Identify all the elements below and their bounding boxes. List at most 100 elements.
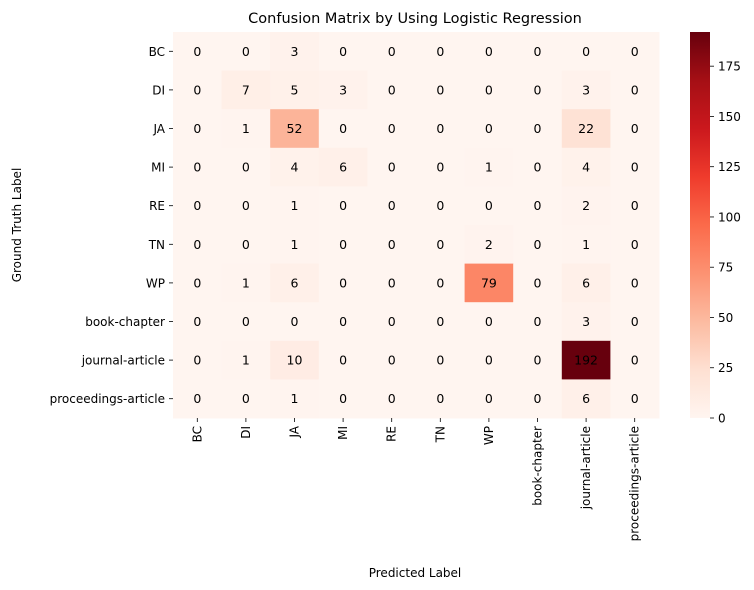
cell-value-label: 4 [291, 160, 299, 175]
heatmap-cell [270, 225, 320, 265]
heatmap-cell [367, 70, 417, 110]
heatmap-cell [561, 340, 611, 380]
colorbar-tick-label: 100 [718, 210, 741, 224]
heatmap-cell [513, 225, 563, 265]
cell-value-label: 0 [388, 353, 396, 368]
heatmap-cell [367, 109, 417, 149]
cell-value-label: 0 [534, 44, 542, 59]
colorbar-tick-label: 75 [718, 261, 733, 275]
heatmap-cell [464, 379, 514, 419]
cell-value-label: 0 [485, 198, 493, 213]
cell-value-label: 1 [291, 391, 299, 406]
cell-value-label: 22 [578, 121, 594, 136]
cell-value-label: 1 [242, 275, 250, 290]
heatmap-cell [318, 340, 368, 380]
heatmap-cell [416, 186, 466, 226]
colorbar: 0 25 50 75 100 125 150 175 [690, 32, 741, 426]
heatmap-cell [367, 340, 417, 380]
cell-value-label: 0 [436, 391, 444, 406]
heatmap-cell [610, 302, 660, 342]
heatmap-cell [513, 340, 563, 380]
heatmap-cell [221, 340, 271, 380]
cell-value-label: 0 [193, 82, 201, 97]
y-tick-labels: BC DI JA MI RE TN WP book-chapter journal-articl… [50, 45, 173, 406]
cell-value-label: 0 [388, 160, 396, 175]
heatmap-cells: 0 0 3 0 0 0 0 0 0 00 7 5 3 0 0 0 0 3 00 1 52 0 0 0 0 0 22 00 0 4 6 0 0 1 0… [173, 32, 660, 419]
y-tick-label: book-chapter [85, 315, 165, 329]
cell-value-label: 0 [485, 391, 493, 406]
heatmap-cell [513, 32, 563, 72]
heatmap-cell [270, 70, 320, 110]
cell-value-label: 0 [631, 314, 639, 329]
cell-value-label: 0 [339, 237, 347, 252]
cell-value-label: 0 [339, 353, 347, 368]
heatmap-cell [464, 302, 514, 342]
heatmap-cell [173, 263, 223, 303]
cell-value-label: 6 [582, 391, 590, 406]
heatmap-cell [513, 186, 563, 226]
heatmap-cell [610, 109, 660, 149]
heatmap-cell [221, 379, 271, 419]
heatmap-cell [318, 186, 368, 226]
colorbar-gradient [690, 32, 710, 418]
cell-value-label: 6 [339, 160, 347, 175]
heatmap-cell [173, 147, 223, 187]
heatmap-cell [367, 225, 417, 265]
cell-value-label: 0 [485, 44, 493, 59]
heatmap-cell [173, 70, 223, 110]
cell-value-label: 0 [631, 198, 639, 213]
cell-value-label: 0 [242, 391, 250, 406]
heatmap-cell [561, 263, 611, 303]
y-tick-label: MI [151, 161, 165, 175]
heatmap-cell [318, 109, 368, 149]
cell-value-label: 0 [339, 44, 347, 59]
heatmap-cell [367, 302, 417, 342]
cell-value-label: 0 [436, 237, 444, 252]
heatmap-cell [561, 147, 611, 187]
heatmap-cell [318, 263, 368, 303]
heatmap-cell [610, 340, 660, 380]
heatmap-cell [173, 109, 223, 149]
cell-value-label: 0 [193, 160, 201, 175]
cell-value-label: 3 [339, 82, 347, 97]
heatmap-cell [610, 70, 660, 110]
heatmap-cell [416, 340, 466, 380]
heatmap-cell [318, 70, 368, 110]
heatmap-cell [464, 340, 514, 380]
heatmap-cell [367, 32, 417, 72]
heatmap-cell [561, 379, 611, 419]
cell-value-label: 0 [534, 82, 542, 97]
heatmap-cell [464, 147, 514, 187]
cell-value-label: 2 [485, 237, 493, 252]
y-axis-label: Ground Truth Label [10, 168, 24, 283]
heatmap-cell [270, 302, 320, 342]
heatmap-cell [221, 263, 271, 303]
cell-value-label: 0 [436, 160, 444, 175]
heatmap-cell [416, 302, 466, 342]
heatmap-cell [416, 263, 466, 303]
cell-value-label: 6 [582, 275, 590, 290]
heatmap-cell [173, 225, 223, 265]
x-tick-label: TN [433, 426, 447, 443]
heatmap-cell [318, 379, 368, 419]
cell-value-label: 0 [631, 121, 639, 136]
cell-value-label: 0 [193, 314, 201, 329]
heatmap-cell [513, 147, 563, 187]
chart-title: Confusion Matrix by Using Logistic Regre… [248, 11, 582, 27]
heatmap-cell [464, 186, 514, 226]
y-tick-label: TN [148, 238, 165, 252]
cell-value-label: 0 [485, 82, 493, 97]
heatmap-cell [610, 147, 660, 187]
cell-value-label: 0 [388, 198, 396, 213]
heatmap-cell [270, 379, 320, 419]
heatmap-cell [416, 379, 466, 419]
heatmap-cell [513, 70, 563, 110]
heatmap-cell [610, 186, 660, 226]
cell-value-label: 0 [193, 237, 201, 252]
cell-value-label: 0 [534, 121, 542, 136]
cell-value-label: 0 [534, 198, 542, 213]
heatmap-cell [173, 302, 223, 342]
heatmap-cell [221, 32, 271, 72]
heatmap-cell [464, 263, 514, 303]
